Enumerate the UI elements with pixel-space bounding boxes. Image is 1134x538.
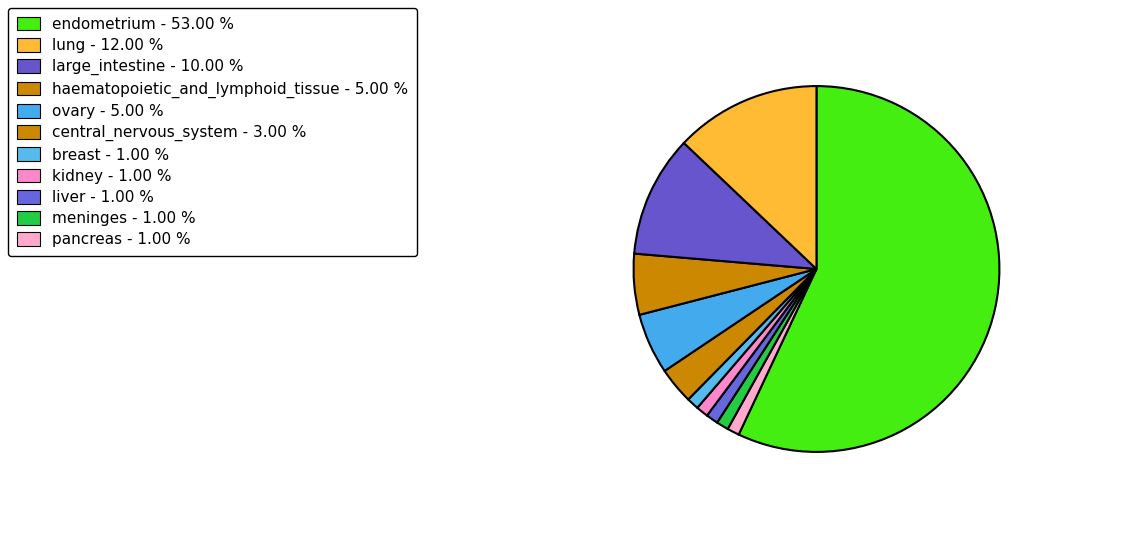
Wedge shape [665,269,816,399]
Wedge shape [728,269,816,435]
Wedge shape [717,269,816,429]
Wedge shape [697,269,816,415]
Wedge shape [634,143,816,269]
Wedge shape [706,269,816,422]
Wedge shape [684,86,816,269]
Wedge shape [688,269,816,408]
Wedge shape [738,86,999,452]
Wedge shape [634,253,816,315]
Wedge shape [640,269,816,371]
Legend: endometrium - 53.00 %, lung - 12.00 %, large_intestine - 10.00 %, haematopoietic: endometrium - 53.00 %, lung - 12.00 %, l… [8,8,417,257]
